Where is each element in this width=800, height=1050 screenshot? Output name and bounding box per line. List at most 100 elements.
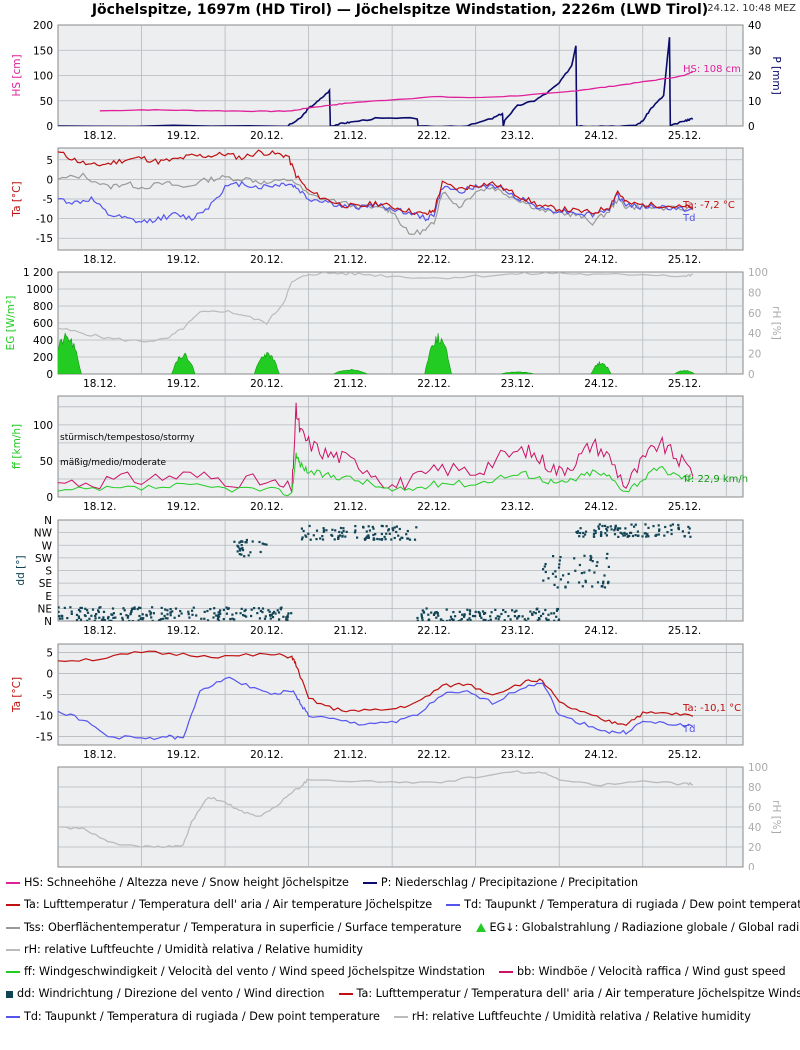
x-tick-label: 23.12. (501, 378, 534, 390)
direction-point (160, 606, 163, 609)
direction-point (538, 610, 541, 613)
direction-point (494, 608, 497, 611)
direction-point (401, 536, 404, 539)
direction-point (557, 618, 561, 621)
direction-point (163, 614, 166, 617)
legend-swatch-triangle (475, 923, 486, 933)
direction-point (315, 538, 318, 541)
legend-item: EG↓: Globalstrahlung / Radiazione global… (475, 917, 800, 939)
direction-point (579, 531, 582, 535)
direction-point (216, 618, 219, 621)
x-tick-label: 18.12. (83, 130, 116, 142)
legend-swatch-line (6, 1015, 20, 1018)
y2-tick-label: 100 (748, 762, 768, 774)
y2-axis-label: P [mm] (770, 56, 782, 94)
direction-point (372, 527, 375, 530)
direction-point (468, 617, 471, 620)
direction-point (454, 615, 457, 618)
direction-point (233, 618, 236, 621)
direction-point (550, 612, 553, 615)
direction-point (267, 609, 270, 612)
legend-label: dd: Windrichtung / Direzione del vento /… (17, 987, 325, 1001)
legend-label: bb: Windböe / Velocità raffica / Wind gu… (517, 965, 786, 979)
direction-point (192, 606, 195, 609)
direction-point (277, 611, 281, 614)
direction-point (269, 617, 272, 620)
y-tick-label: N (44, 515, 52, 527)
direction-point (634, 523, 637, 526)
direction-point (452, 611, 455, 614)
direction-point (633, 525, 636, 528)
direction-point (636, 530, 639, 533)
direction-point (468, 610, 472, 613)
y-tick-label: 200 (33, 352, 53, 364)
y-axis-label: EG [W/m²] (5, 296, 17, 351)
direction-point (619, 531, 622, 534)
direction-point (554, 575, 557, 578)
direction-point (90, 614, 93, 617)
direction-point (261, 542, 264, 545)
direction-point (271, 616, 275, 619)
x-tick-label: 23.12. (501, 501, 534, 513)
y2-axis-label: rH [%] (770, 800, 782, 834)
direction-point (507, 615, 510, 618)
legend-row: Tss: Oberflächentemperatur / Temperatura… (6, 917, 800, 939)
direction-point (151, 606, 154, 609)
panel-wind: 18.12. 19.12. 20.12. 21.12. 22.12. 23.12. 24.1… (11, 395, 748, 513)
direction-point (415, 526, 418, 529)
y2-tick-label: 80 (748, 287, 761, 299)
direction-point (604, 532, 607, 535)
direction-point (602, 580, 605, 583)
direction-point (544, 563, 547, 566)
y-tick-label: 600 (33, 318, 53, 330)
direction-point (203, 617, 206, 620)
direction-point (578, 563, 581, 567)
direction-point (338, 530, 341, 534)
legend-label: P: Niederschlag / Precipitazione / Preci… (380, 876, 639, 889)
direction-point (614, 526, 617, 530)
y2-tick-label: 0 (748, 121, 755, 133)
direction-point (529, 610, 532, 613)
legend-label: HS: Schneehöhe / Altezza neve / Snow hei… (24, 876, 349, 889)
direction-point (238, 553, 241, 556)
legend-item: Td: Taupunkt / Temperatura di rugiada / … (6, 1006, 380, 1028)
direction-point (596, 581, 600, 584)
direction-point (240, 553, 243, 556)
direction-point (460, 618, 463, 621)
direction-point (391, 527, 394, 530)
direction-point (617, 527, 620, 530)
direction-point (251, 540, 254, 543)
panel-snow_precip: 18.12. 19.12. 20.12. 21.12. 22.12. 23.12. 24.1… (11, 20, 782, 142)
direction-point (598, 523, 601, 526)
direction-point (613, 533, 617, 536)
direction-point (308, 524, 311, 528)
direction-point (479, 614, 482, 617)
direction-point (75, 613, 79, 616)
direction-point (319, 537, 322, 540)
direction-point (669, 524, 672, 527)
direction-point (111, 607, 115, 610)
direction-point (466, 608, 469, 611)
direction-point (337, 535, 340, 538)
legend-label: Ta: Lufttemperatur / Temperatura dell' a… (356, 987, 800, 1001)
legend-row: HS: Schneehöhe / Altezza neve / Snow hei… (6, 872, 796, 894)
direction-point (75, 619, 79, 621)
x-tick-label: 22.12. (417, 749, 450, 761)
y-tick-label: 0 (46, 121, 53, 133)
y2-tick-label: 0 (748, 862, 755, 870)
direction-point (374, 533, 377, 536)
direction-point (331, 528, 334, 531)
direction-point (581, 585, 584, 588)
direction-point (616, 528, 619, 532)
x-tick-label: 24.12. (584, 254, 617, 266)
direction-point (636, 534, 639, 537)
legend-swatch-line (446, 904, 461, 907)
y-tick-label: 5 (46, 647, 53, 659)
direction-point (108, 619, 111, 621)
y2-tick-label: 20 (748, 71, 761, 83)
direction-point (200, 617, 203, 620)
direction-point (605, 557, 608, 560)
y-tick-label: 0 (46, 369, 53, 381)
direction-point (344, 535, 347, 538)
series-rH (58, 770, 694, 849)
